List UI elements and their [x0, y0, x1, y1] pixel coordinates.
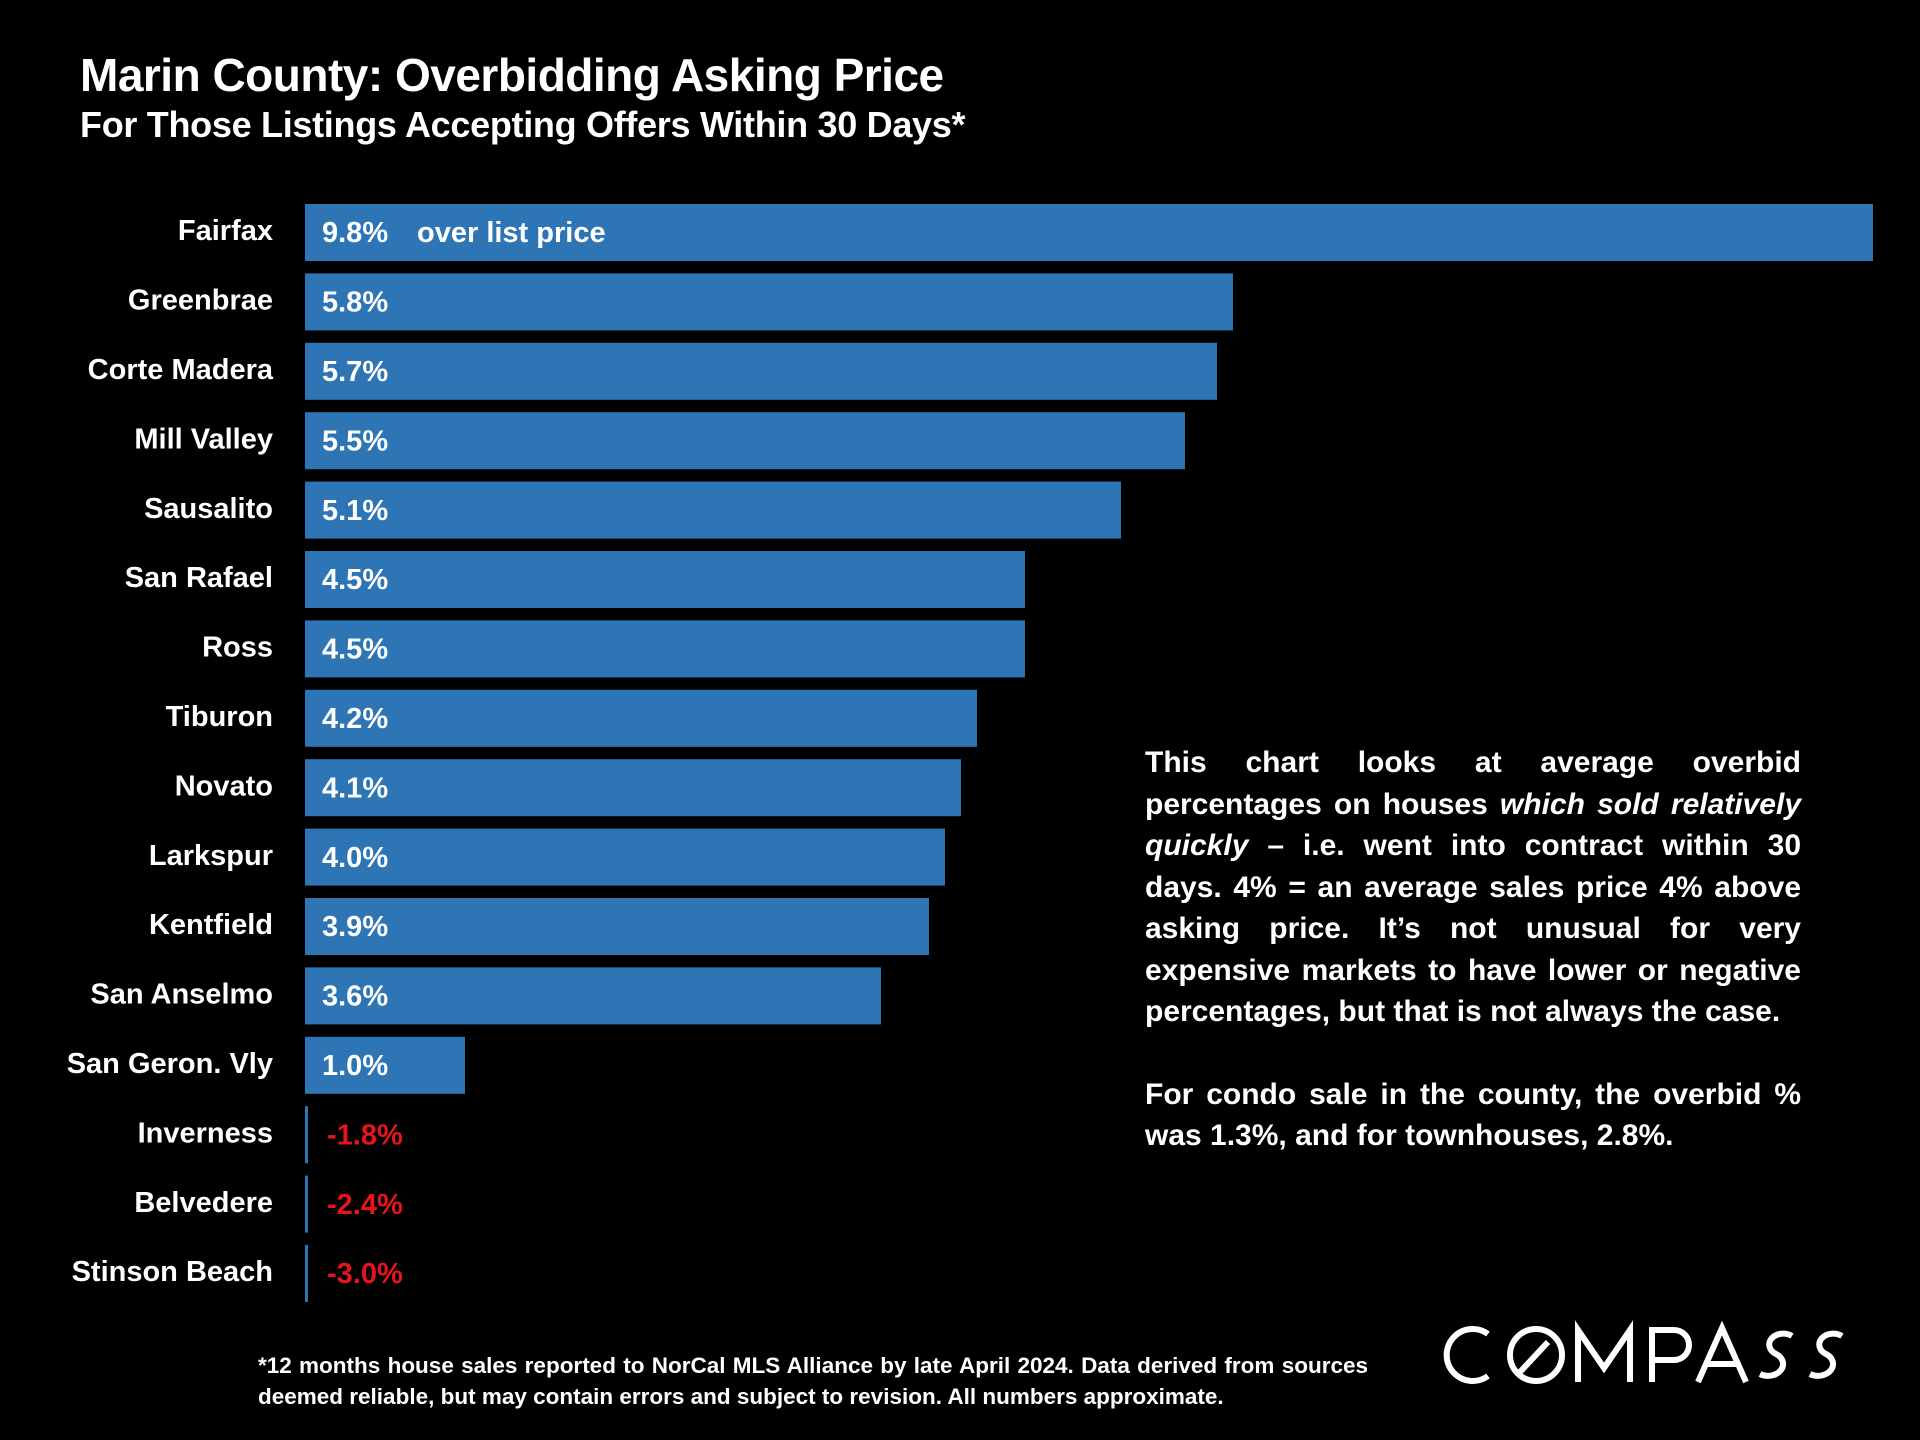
bar-mill-valley: [305, 412, 1185, 470]
chart-explanation: This chart looks at average overbid perc…: [1145, 742, 1801, 1198]
value-label-novato: 4.1%: [322, 772, 388, 804]
bar-san-rafael: [305, 551, 1025, 608]
value-label-larkspur: 4.0%: [322, 842, 388, 874]
value-label-san-geron-vly: 1.0%: [322, 1050, 388, 1082]
category-label-stinson-beach: Stinson Beach: [72, 1256, 273, 1288]
value-label-suffix: over list price: [417, 217, 606, 249]
value-label-san-rafael: 4.5%: [322, 564, 388, 596]
category-label-sausalito: Sausalito: [144, 493, 273, 525]
value-label-mill-valley: 5.5%: [322, 425, 388, 457]
bar-corte-madera: [305, 342, 1217, 400]
category-label-san-anselmo: San Anselmo: [90, 979, 273, 1011]
bar-san-anselmo: [305, 967, 881, 1025]
category-label-fairfax: Fairfax: [178, 215, 273, 247]
bar-novato: [305, 759, 961, 817]
category-label-tiburon: Tiburon: [166, 701, 273, 733]
value-label-sausalito: 5.1%: [322, 495, 388, 527]
bar-greenbrae: [305, 273, 1233, 331]
bar-stinson-beach: [305, 1245, 308, 1302]
category-label-ross: Ross: [202, 632, 273, 664]
value-label-greenbrae: 5.8%: [322, 287, 388, 319]
compass-logo-mark: [1443, 1320, 1844, 1384]
bar-belvedere: [305, 1175, 308, 1233]
value-label-stinson-beach: -3.0%: [327, 1258, 403, 1290]
category-label-san-geron-vly: San Geron. Vly: [67, 1048, 273, 1080]
explanation-text-continued: – i.e. went into contract within 30 days…: [1145, 829, 1801, 1028]
explanation-text: This chart looks at average overbid perc…: [1145, 746, 1801, 821]
category-label-san-rafael: San Rafael: [125, 562, 273, 594]
category-label-larkspur: Larkspur: [149, 840, 273, 872]
category-label-inverness: Inverness: [138, 1117, 273, 1149]
bar-ross: [305, 620, 1025, 678]
value-label-corte-madera: 5.7%: [322, 356, 388, 388]
category-label-belvedere: Belvedere: [134, 1187, 273, 1219]
chart-title: Marin County: Overbidding Asking Price: [80, 49, 944, 101]
value-label-fairfax: 9.8%: [322, 217, 388, 249]
category-label-kentfield: Kentfield: [149, 909, 273, 941]
footnote: *12 months house sales reported to NorCa…: [258, 1353, 1368, 1409]
value-label-kentfield: 3.9%: [322, 911, 388, 943]
value-label-belvedere: -2.4%: [327, 1189, 403, 1221]
bar-tiburon: [305, 689, 977, 747]
explanation-paragraph-1: This chart looks at average overbid perc…: [1145, 742, 1801, 1033]
bar-san-geron-vly: [305, 1036, 465, 1094]
category-label-corte-madera: Corte Madera: [88, 354, 274, 386]
value-label-san-anselmo: 3.6%: [322, 981, 388, 1013]
value-label-ross: 4.5%: [322, 634, 388, 666]
category-label-mill-valley: Mill Valley: [134, 423, 273, 455]
value-label-inverness: -1.8%: [327, 1119, 403, 1151]
bar-sausalito: [305, 481, 1121, 539]
category-label-greenbrae: Greenbrae: [128, 285, 273, 317]
value-label-tiburon: 4.2%: [322, 703, 388, 735]
compass-logo: [1436, 1320, 1846, 1405]
bar-inverness: [305, 1106, 308, 1164]
bar-larkspur: [305, 828, 945, 886]
bar-fairfax: [305, 204, 1873, 261]
explanation-emphasis: which sold relatively quickly: [1145, 787, 1802, 863]
bar-kentfield: [305, 898, 929, 955]
explanation-paragraph-2: For condo sale in the county, the overbi…: [1145, 1077, 1801, 1153]
category-label-novato: Novato: [175, 770, 273, 802]
chart-subtitle: For Those Listings Accepting Offers With…: [80, 104, 966, 145]
